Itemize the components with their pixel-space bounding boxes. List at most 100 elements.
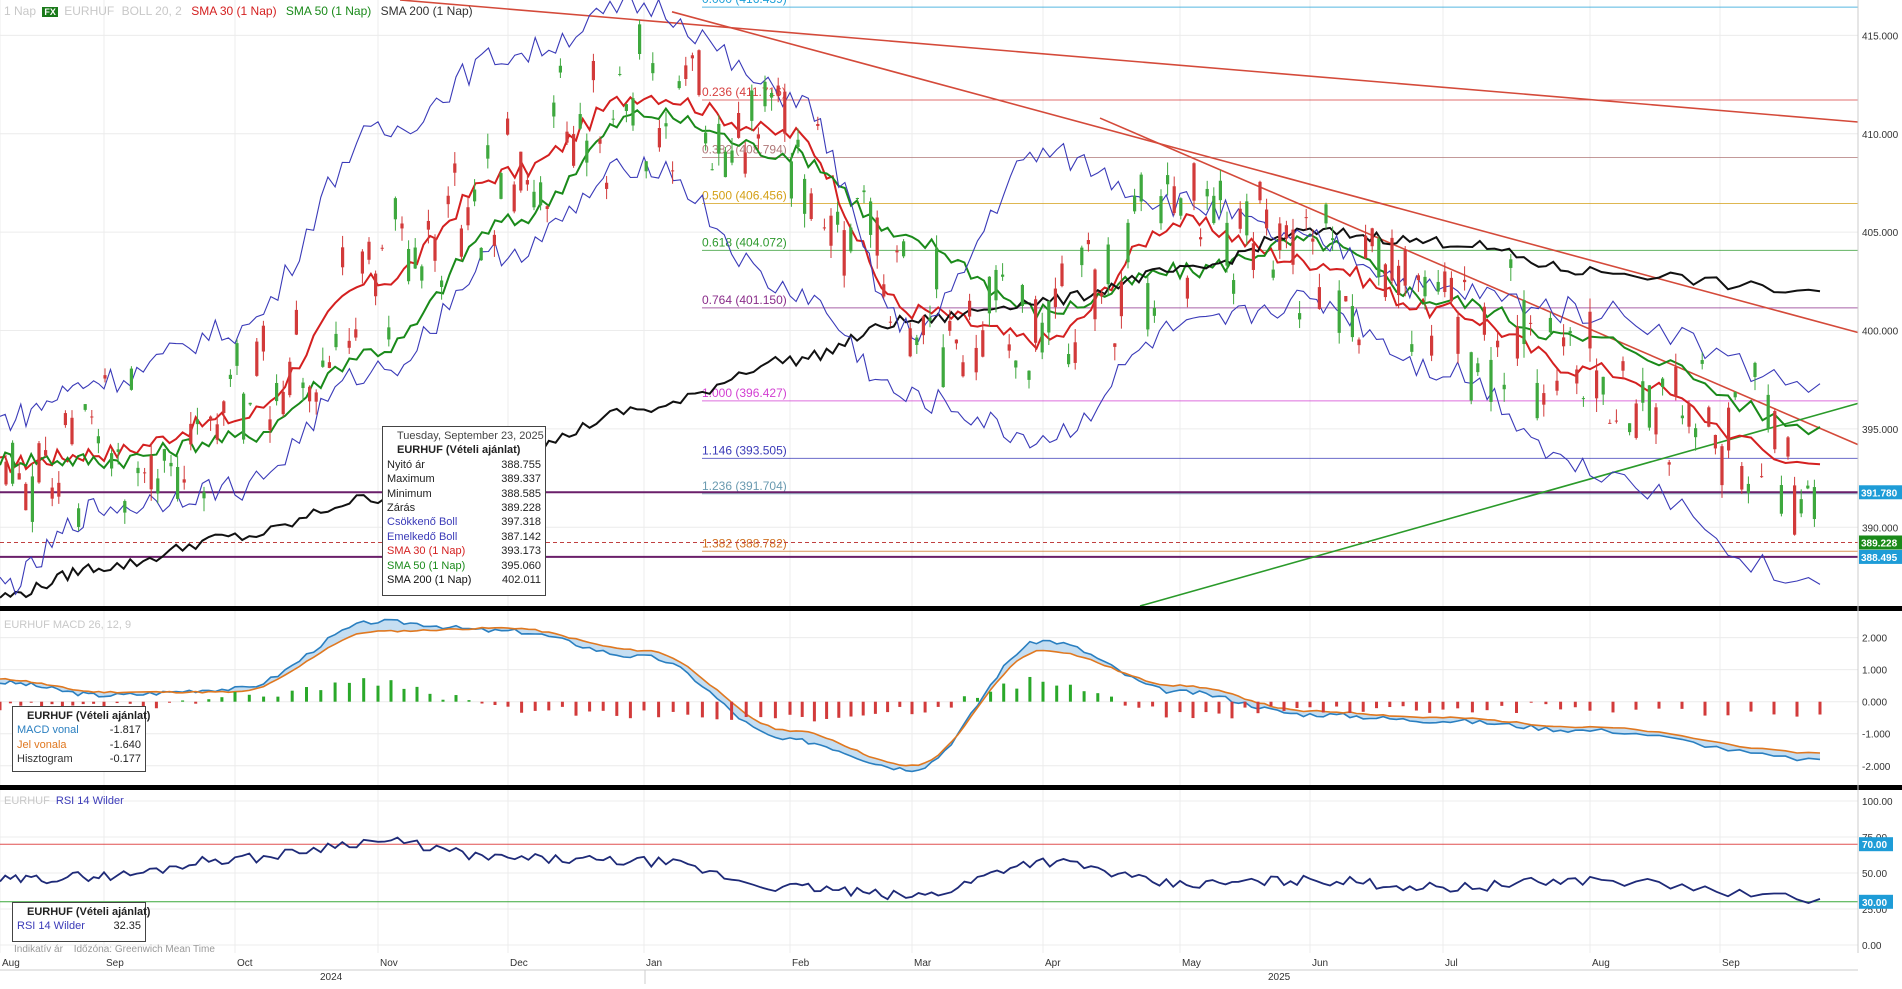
candle-body [730,150,734,163]
boll-label[interactable]: BOLL 20, 2 [121,4,182,18]
candlestick [1727,402,1731,459]
macd-histogram-bar [347,682,351,702]
candle-body [532,191,536,208]
macd-panel[interactable] [0,618,1822,773]
month-tick-label: Mar [914,958,932,969]
macd-histogram-bar [773,701,777,719]
candle-body [948,320,952,331]
macd-histogram-bar [1243,701,1247,708]
candlestick [1423,270,1427,310]
candle-body [235,343,239,366]
trendline-upper [399,0,1859,123]
macd-histogram-bar [1388,701,1392,708]
candlestick [935,235,939,299]
macd-histogram-bar [454,695,458,702]
sma50-legend[interactable]: SMA 50 (1 Nap) [285,4,372,18]
candlestick [1713,434,1717,455]
macd-histogram-bar [1749,701,1753,712]
candlestick [110,449,114,477]
candlestick [1364,224,1368,260]
candlestick [123,499,127,524]
macd-histogram-bar [0,701,2,711]
candlestick [895,245,899,263]
candlestick [1020,283,1024,313]
sma200-legend[interactable]: SMA 200 (1 Nap) [380,4,473,18]
macd-histogram-bar [601,701,605,711]
candle-body [1298,313,1302,320]
candlestick [730,138,734,166]
candlestick [1311,229,1315,255]
candlestick [261,320,265,361]
timeframe-label[interactable]: 1 Nap [4,4,37,18]
candle-body [1317,287,1321,309]
macd-histogram-bar [1028,676,1032,702]
price-panel[interactable]: 0.000 (416.439)0.236 (411.716)0.382 (408… [0,0,1859,607]
macd-label[interactable]: EURHUF MACD 26, 12, 9 [4,619,132,631]
candlestick [1509,253,1513,281]
candlestick [189,412,193,451]
rsi-panel[interactable] [0,836,1858,904]
macd-line [0,618,1821,773]
macd-histogram-bar [1726,701,1730,716]
candle-body [1687,403,1691,427]
candle-body [908,328,912,357]
macd-histogram-bar [1204,701,1208,713]
candle-body [433,237,437,261]
candlestick [156,468,160,504]
candle-body [1067,354,1071,365]
candle-body [888,321,892,323]
candle-body [1139,174,1143,202]
candlestick [558,58,562,78]
grid-lines [0,0,1858,953]
sma30-legend[interactable]: SMA 30 (1 Nap) [191,4,277,18]
candlestick [1786,435,1790,460]
candle-body [770,92,774,98]
candle-body [182,479,186,483]
candlestick [664,111,668,139]
candle-body [1278,223,1282,251]
macd-histogram-bar [1795,701,1799,717]
candle-body [1014,360,1018,368]
macd-legend-row: Hisztogram -0.177 [17,753,141,766]
candle-body [1562,337,1566,347]
candlestick [1469,351,1473,405]
candle-body [1647,385,1651,428]
macd-histogram-bar [1485,701,1489,711]
candlestick [928,305,932,328]
candlestick [842,221,846,288]
candlestick [407,240,411,285]
macd-histogram-bar [949,701,953,708]
month-tick-label: Sep [106,958,124,969]
macd-histogram-bar [825,701,829,719]
candle-body [1416,275,1420,281]
candlestick [1100,290,1104,304]
candlestick [598,136,602,154]
macd-histogram-bar [533,701,537,711]
macd-histogram-bar [128,701,132,704]
candle-body [902,241,906,257]
candle-body [1694,428,1698,438]
candlestick [1053,277,1057,319]
candlestick [275,374,279,406]
symbol-label[interactable]: EURHUF [64,4,115,18]
candle-body [743,152,747,174]
candlestick [288,357,292,398]
fx-badge: FX [42,7,58,17]
candlestick [1324,202,1328,229]
candle-body [1443,271,1447,293]
trendline-lower [1099,117,1859,446]
candle-body [103,375,107,379]
candlestick [941,334,945,388]
candlestick [605,175,609,200]
macd-histogram-bar [1428,701,1432,713]
macd-histogram-bar [800,701,804,717]
candle-body [1212,195,1216,224]
candle-body [486,145,490,159]
candlestick [248,402,252,406]
candle-body [869,201,873,235]
candle-body [57,482,61,497]
rsi-label[interactable]: EURHUF RSI 14 Wilder [4,795,124,807]
rsi-level-badge-text: 70.00 [1862,840,1887,851]
